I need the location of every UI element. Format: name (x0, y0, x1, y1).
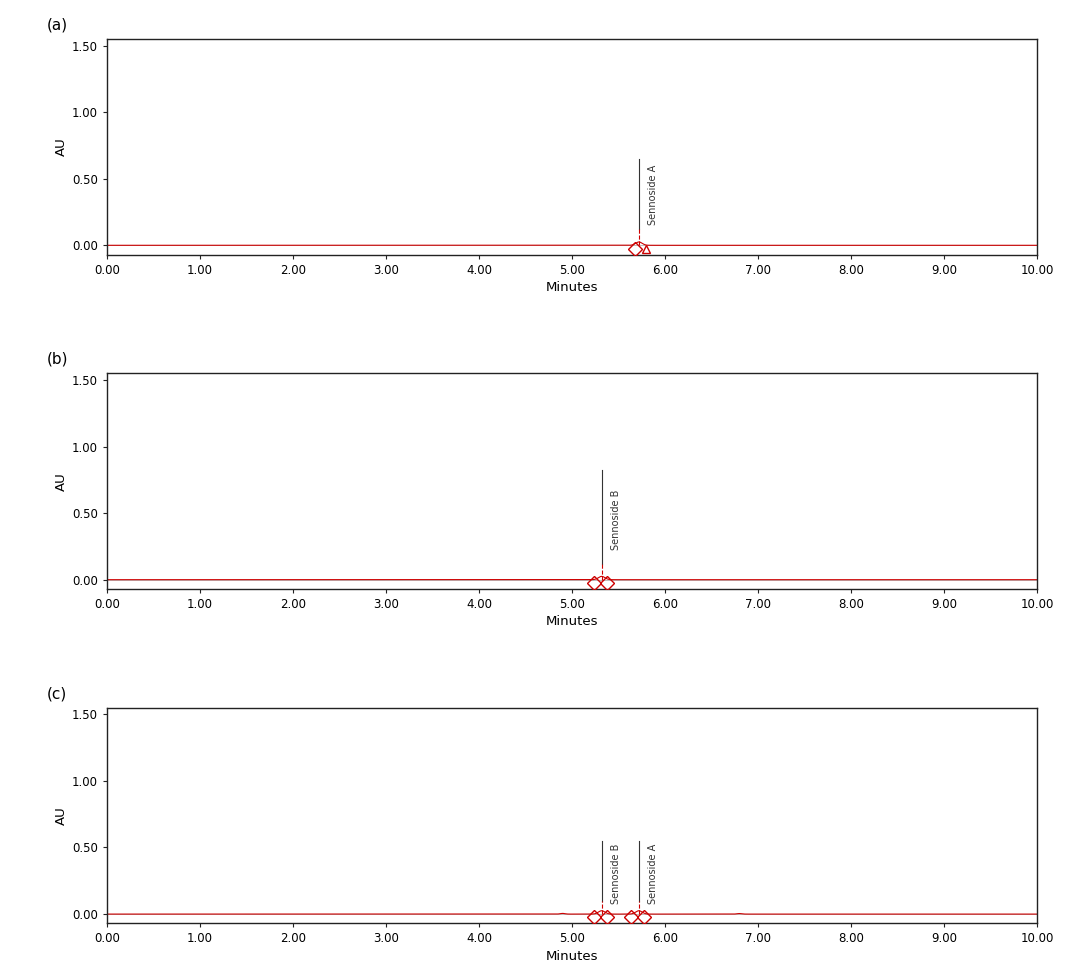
Text: (a): (a) (46, 17, 67, 32)
Text: Sennoside A: Sennoside A (648, 164, 659, 225)
Text: Sennoside A: Sennoside A (648, 844, 659, 904)
Y-axis label: AU: AU (55, 471, 67, 491)
Text: Sennoside B: Sennoside B (611, 490, 621, 550)
Text: (b): (b) (46, 352, 68, 366)
Y-axis label: AU: AU (55, 806, 67, 825)
Text: Sennoside B: Sennoside B (611, 844, 621, 904)
X-axis label: Minutes: Minutes (545, 615, 599, 628)
X-axis label: Minutes: Minutes (545, 950, 599, 962)
Text: (c): (c) (46, 686, 66, 701)
X-axis label: Minutes: Minutes (545, 281, 599, 294)
Y-axis label: AU: AU (55, 137, 67, 156)
